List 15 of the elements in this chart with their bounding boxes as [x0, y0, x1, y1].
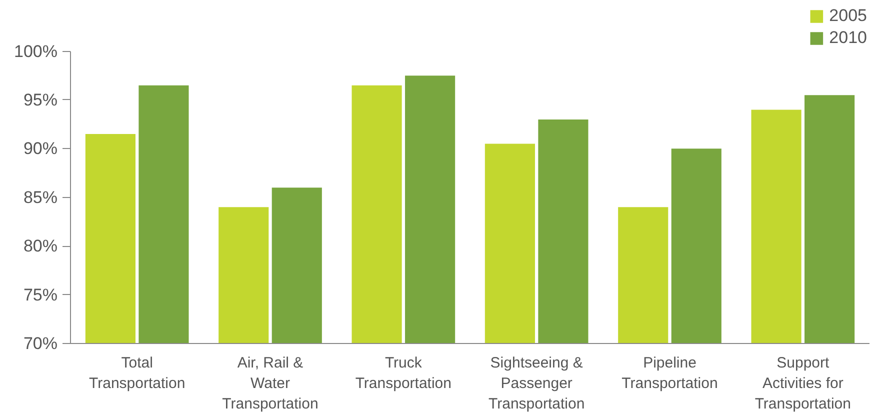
y-tick-label: 100%: [14, 42, 58, 61]
legend-label: 2005: [829, 6, 867, 26]
y-tick-label: 75%: [23, 285, 58, 304]
x-tick-label: Air, Rail & Water Transportation: [222, 354, 318, 412]
y-tick-label: 70%: [23, 334, 58, 353]
x-tick-label: Truck Transportation: [355, 354, 452, 392]
x-tick-label: Support Activities for Transportation: [754, 354, 852, 412]
legend-label: 2010: [829, 28, 867, 48]
y-tick-label: 95%: [23, 90, 58, 110]
x-tick-label: Pipeline Transportation: [622, 354, 718, 392]
x-tick-label: Sightseeing & Passenger Transportation: [488, 354, 585, 412]
x-tick-label: Total Transportation: [89, 354, 186, 392]
y-tick-label: 90%: [23, 139, 58, 158]
y-tick-label: 80%: [23, 236, 58, 256]
y-tick-label: 85%: [23, 188, 58, 207]
